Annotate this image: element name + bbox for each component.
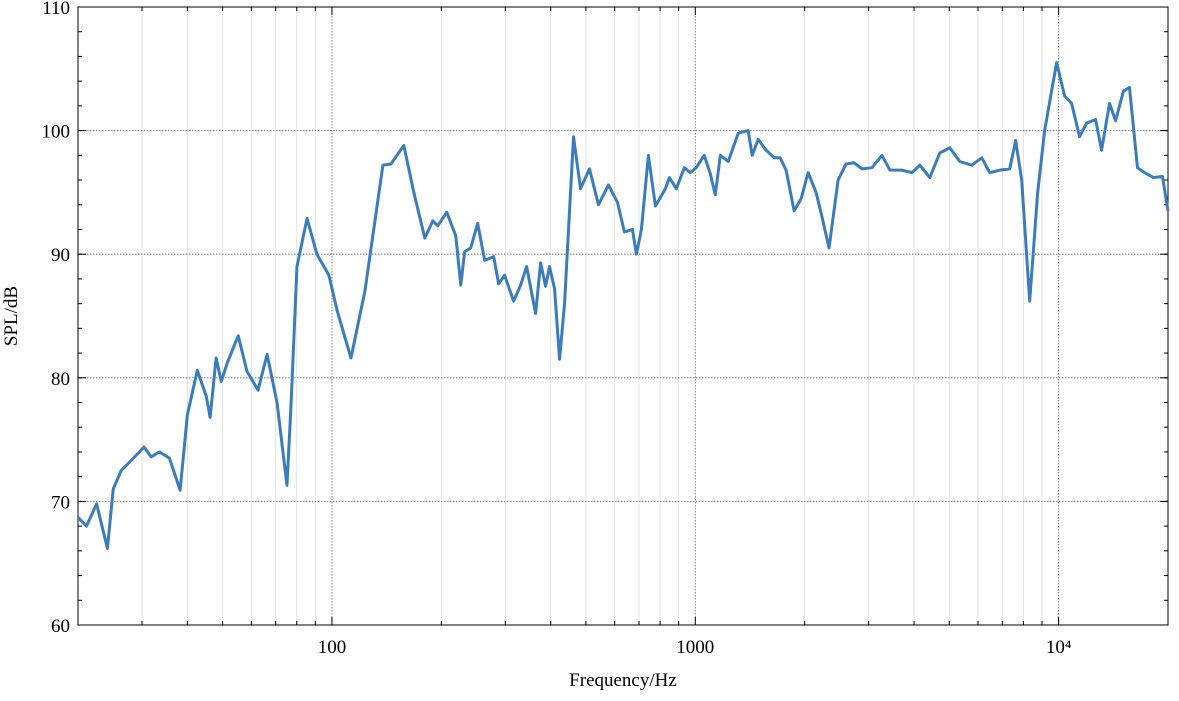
x-tick-label: 1000	[676, 637, 714, 658]
y-tick-label: 60	[51, 616, 70, 637]
y-tick-label: 90	[51, 245, 70, 266]
y-tick-label: 100	[42, 122, 71, 143]
x-axis-label: Frequency/Hz	[569, 670, 677, 691]
y-tick-label: 80	[51, 369, 70, 390]
plot-frame	[77, 6, 1169, 626]
y-axis-label: SPL/dB	[1, 286, 22, 346]
line-series	[76, 61, 1170, 550]
x-tick-label: 100	[318, 637, 347, 658]
x-tick-label: 10⁴	[1046, 637, 1072, 658]
y-tick-label: 70	[51, 492, 70, 513]
y-tick-label: 110	[42, 0, 70, 19]
